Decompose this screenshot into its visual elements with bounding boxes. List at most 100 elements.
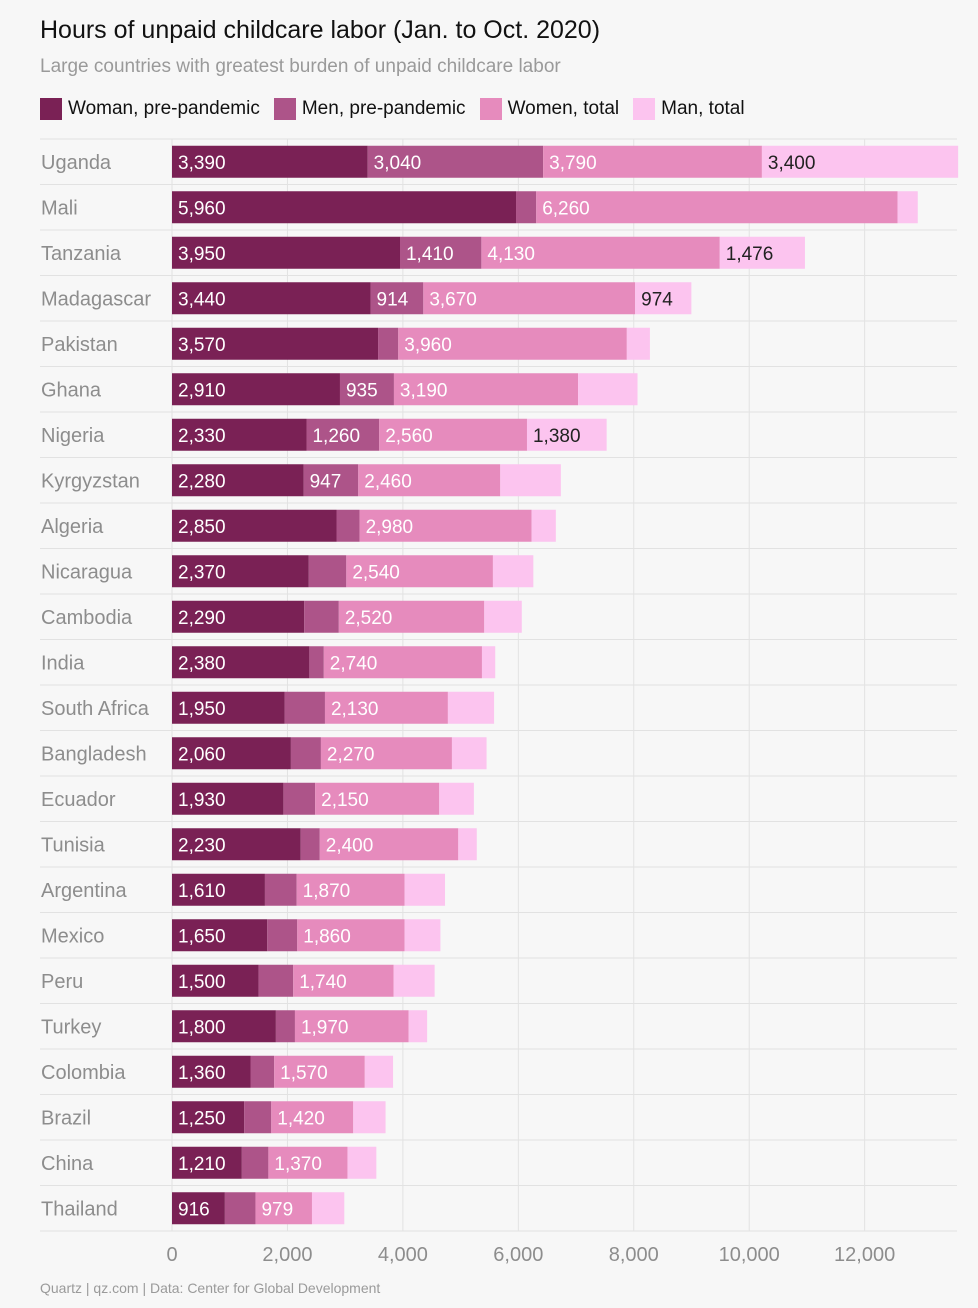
bar-segment [393,964,435,997]
data-label: 3,190 [400,380,448,401]
bar-segment [516,191,537,224]
bar-segment [393,373,579,406]
bar-segment [309,646,324,679]
category-label: Argentina [41,880,127,902]
bar-segment [347,1146,377,1179]
bar-segment [172,555,309,588]
bar-segment [626,327,650,360]
chart-source: Quartz | qz.com | Data: Center for Globa… [40,1280,381,1296]
data-label: 974 [641,289,673,310]
bar-segment [719,236,805,269]
bar-segment [275,1010,295,1043]
bar-segment [339,373,394,406]
legend: Woman, pre-pandemic Men, pre-pandemic Wo… [40,97,759,121]
category-label: Ecuador [41,789,116,811]
bar-segment [492,555,534,588]
data-label: 947 [310,471,342,492]
bar-segment [283,782,316,815]
bar-segment [324,691,448,724]
bar-segment [578,373,638,406]
bar-segment [172,1010,276,1043]
category-label: Nicaragua [41,561,133,583]
bar-segment [761,145,959,178]
bar-segment [346,555,493,588]
bar-segment [398,327,627,360]
category-label: Colombia [41,1062,126,1084]
bar-segment [274,1055,365,1088]
data-label: 3,790 [549,153,597,174]
bar-segment [423,282,636,315]
data-label: 1,210 [178,1154,226,1175]
bar-segment [447,691,495,724]
bar-segment [338,600,485,633]
bar-segment [336,509,360,542]
legend-swatch [479,98,502,120]
data-label: 3,960 [404,335,452,356]
bar-segment [172,1055,251,1088]
data-label: 1,970 [301,1017,349,1038]
category-label: Mexico [41,925,104,947]
data-label: 3,040 [374,153,422,174]
category-label: South Africa [41,698,150,720]
bar-segment [172,919,268,952]
x-tick-label: 6,000 [493,1244,543,1266]
category-label: Mali [41,197,78,219]
data-label: 1,410 [406,244,454,265]
bar-segment [408,1010,428,1043]
bar-segment [319,828,459,861]
data-label: 2,060 [178,744,226,765]
legend-label: Man, total [661,98,745,119]
bar-segment [290,737,321,770]
bar-segment [172,873,265,906]
bar-segment [404,919,441,952]
bar-segment [172,464,304,497]
category-label: Cambodia [41,607,133,629]
category-label: Thailand [41,1198,118,1220]
category-label: Tanzania [41,243,122,265]
data-label: 3,570 [178,335,226,356]
bar-segment [172,1101,245,1134]
data-label: 3,440 [178,289,226,310]
data-label: 2,230 [178,835,226,856]
bar-segment [172,282,371,315]
chart-subtitle: Large countries with greatest burden of … [40,56,561,77]
data-label: 2,270 [327,744,375,765]
category-label: Tunisia [41,834,106,856]
bar-segment [320,737,452,770]
bar-segment [172,509,337,542]
bar-segment [294,1010,409,1043]
bar-segment [500,464,561,497]
bar-segment [399,236,482,269]
category-label: Nigeria [41,425,105,447]
bar-segment [224,1192,256,1225]
legend-swatch [633,98,656,120]
bar-segment [367,145,544,178]
data-label: 1,260 [312,426,360,447]
bar-segment [271,1101,354,1134]
data-label: 2,980 [366,517,414,538]
bar-segment [897,191,918,224]
category-label: India [41,652,85,674]
data-label: 2,400 [326,835,374,856]
legend-label: Women, total [507,98,620,119]
bar-segment [458,828,477,861]
bar-segment [315,782,440,815]
bar-segment [297,919,405,952]
bar-segment [439,782,474,815]
data-label: 2,280 [178,471,226,492]
data-label: 2,850 [178,517,226,538]
data-label: 1,360 [178,1063,226,1084]
data-label: 1,740 [299,972,347,993]
bar-segment [172,145,368,178]
bar-segment [531,509,556,542]
bar-segment [267,919,298,952]
category-label: Peru [41,971,83,993]
data-label: 1,870 [303,881,351,902]
data-label: 1,500 [178,972,226,993]
data-label: 979 [261,1199,293,1220]
bar-segment [172,1192,225,1225]
x-tick-label: 0 [166,1244,177,1266]
data-label: 2,380 [178,653,226,674]
bar-segment [311,1192,345,1225]
bar-segment [172,418,307,451]
